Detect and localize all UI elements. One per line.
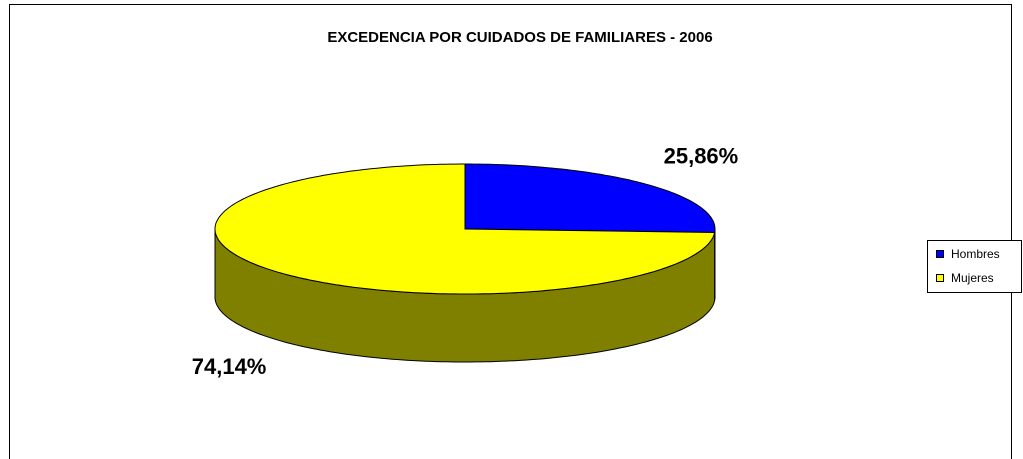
legend-swatch (936, 250, 944, 258)
data-label: 74,14% (192, 354, 267, 379)
data-label: 25,86% (664, 144, 739, 169)
pie-slice (464, 163, 716, 234)
legend-swatch (936, 274, 944, 282)
legend-label: Mujeres (951, 271, 994, 285)
chart-title: EXCEDENCIA POR CUIDADOS DE FAMILIARES - … (327, 29, 712, 46)
legend-label: Hombres (951, 247, 1000, 261)
legend-box (927, 240, 1022, 293)
pie-slice (214, 163, 716, 295)
